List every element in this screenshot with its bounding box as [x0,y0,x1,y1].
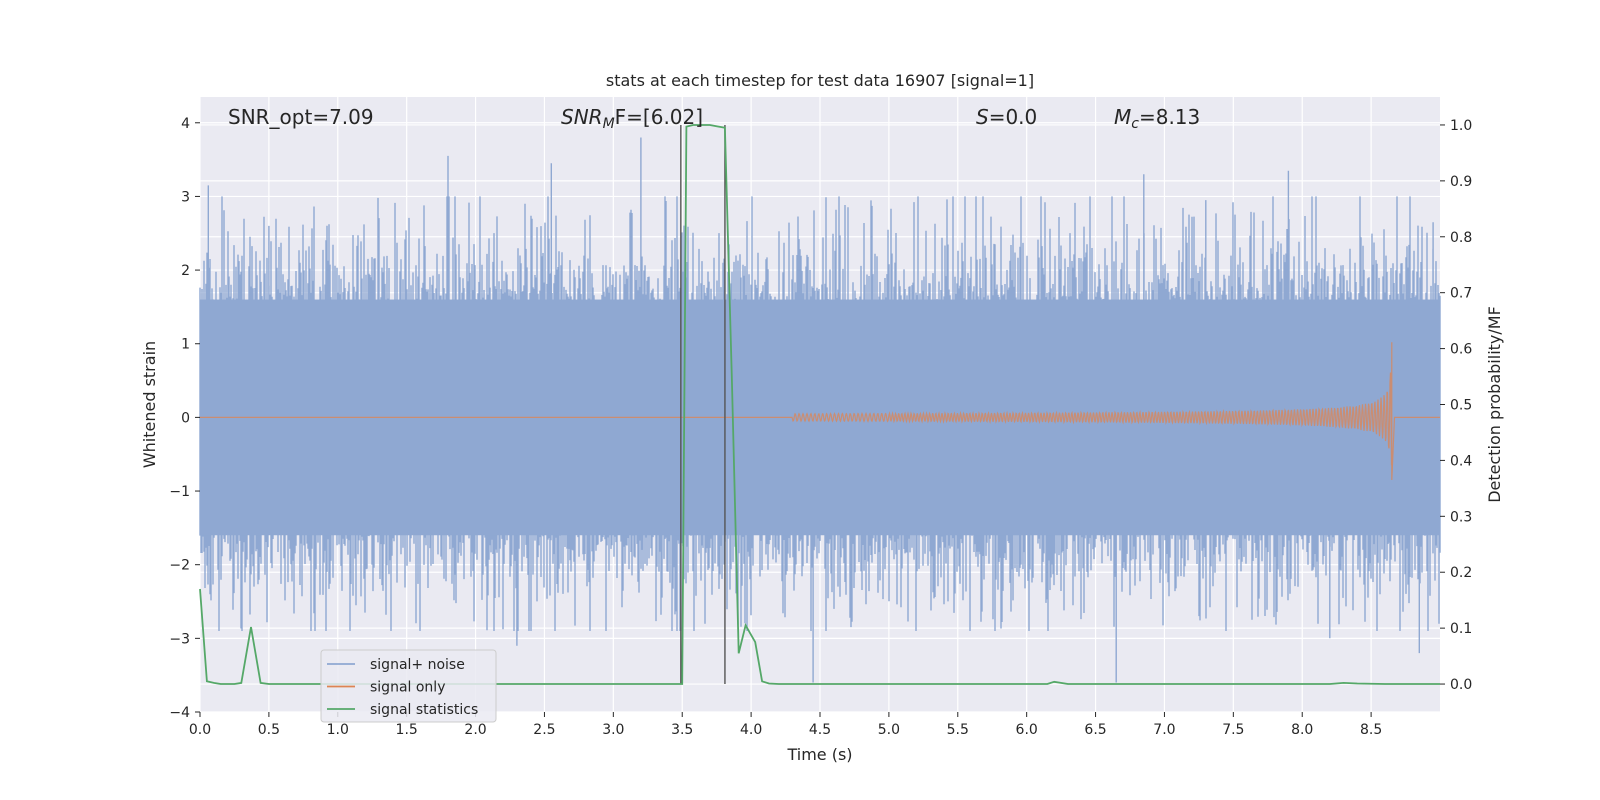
x-tick-label: 4.5 [809,722,831,738]
x-tick-label: 5.0 [878,722,900,738]
annotation-mc: Mc=8.13 [1114,105,1200,132]
x-tick-label: 8.5 [1360,722,1382,738]
annotation-snr-mf-main: SNR [561,105,603,129]
annotation-snr-mf-sub: M [603,116,615,132]
y-right-tick-label: 0.4 [1450,453,1472,469]
x-tick-label: 1.0 [327,722,349,738]
y-right-tick-label: 0.2 [1450,565,1472,581]
x-tick-label: 7.5 [1222,722,1244,738]
y-left-tick-label: −1 [169,484,190,500]
y-left-tick-label: 1 [181,337,190,353]
y-right-tick-label: 0.8 [1450,230,1472,246]
legend-box [320,649,497,723]
series-signal-statistics [199,124,1440,685]
x-tick-label: 3.0 [602,722,624,738]
y-axis-right-label: Detection probability/MF [1485,306,1504,503]
x-tick-label: 7.0 [1153,722,1175,738]
x-tick-label: 5.5 [947,722,969,738]
x-axis-label: Time (s) [786,745,852,764]
x-tick-label: 4.0 [740,722,762,738]
y-left-tick-label: 4 [181,116,190,132]
annotation-mc-main: M [1114,105,1131,129]
signal-only-trace [199,342,1440,481]
series-signal-only [199,342,1440,481]
y-right-tick-label: 0.5 [1450,398,1472,414]
x-tick-label: 2.5 [533,722,555,738]
y-right-tick-label: 0.6 [1450,342,1472,358]
x-tick-label: 0.5 [258,722,280,738]
legend-label-signal-only: signal only [370,680,445,696]
y-right-tick-label: 0.1 [1450,621,1472,637]
marker-lines [680,124,726,685]
x-tick-label: 8.0 [1291,722,1313,738]
y-left-tick-label: 3 [181,189,190,205]
y-left-tick-label: 0 [181,410,190,426]
annotation-s-main: S [976,105,989,129]
x-tick-label: 3.5 [671,722,693,738]
annotation-s-rest: =0.0 [989,105,1038,129]
x-tick-label: 2.0 [464,722,486,738]
annotation-snr-mf: SNRMF=[6.02] [561,105,703,132]
y-right-tick-label: 0.3 [1450,509,1472,525]
y-right-tick-label: 0.9 [1450,174,1472,190]
y-left-tick-label: 2 [181,263,190,279]
annotation-mc-rest: =8.13 [1139,105,1200,129]
chart-title: stats at each timestep for test data 169… [606,71,1034,90]
x-tick-label: 6.0 [1016,722,1038,738]
y-left-tick-label: −2 [169,558,190,574]
signal-statistics-trace [199,124,1440,685]
legend-label-signal-plus-noise: signal+ noise [370,657,465,673]
annotation-s: S=0.0 [976,105,1037,129]
legend: signal+ noise signal only signal statist… [320,649,497,723]
annotation-snr-opt: SNR_opt=7.09 [228,105,374,129]
annotation-snr-mf-rest: F=[6.02] [615,105,703,129]
x-tick-label: 1.5 [396,722,418,738]
y-axis-left-label: Whitened strain [140,341,159,468]
y-right-tick-label: 0.0 [1450,677,1472,693]
y-left-tick-label: −3 [169,631,190,647]
legend-label-signal-statistics: signal statistics [370,702,478,718]
axis-ticks: 0.0 0.5 1.0 1.5 2.0 2.5 3.0 3.5 4.0 4.5 5.0 5.5 6.0 6… [169,116,1472,738]
y-right-tick-label: 0.7 [1450,286,1472,302]
y-right-tick-label: 1.0 [1450,118,1472,134]
x-tick-label: 6.5 [1084,722,1106,738]
annotation-mc-sub: c [1131,116,1139,132]
y-left-tick-label: −4 [169,705,190,721]
x-tick-label: 0.0 [189,722,211,738]
